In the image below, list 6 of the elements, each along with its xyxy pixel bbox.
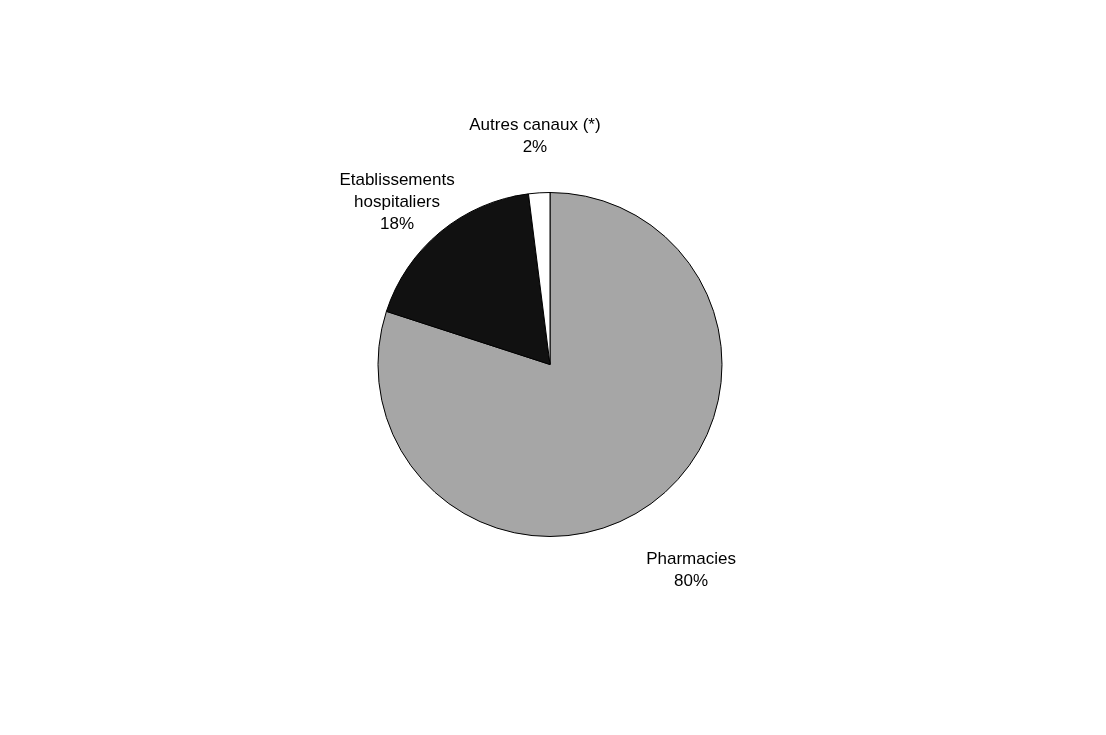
data-label: 18% — [380, 213, 415, 233]
data-label: 2% — [522, 136, 548, 156]
slice-label: Etablissements hospitaliers — [339, 169, 455, 211]
data-label: 80% — [674, 570, 709, 590]
slice-label: Autres canaux (*) — [469, 114, 601, 134]
slice-label: Pharmacies — [646, 548, 736, 568]
